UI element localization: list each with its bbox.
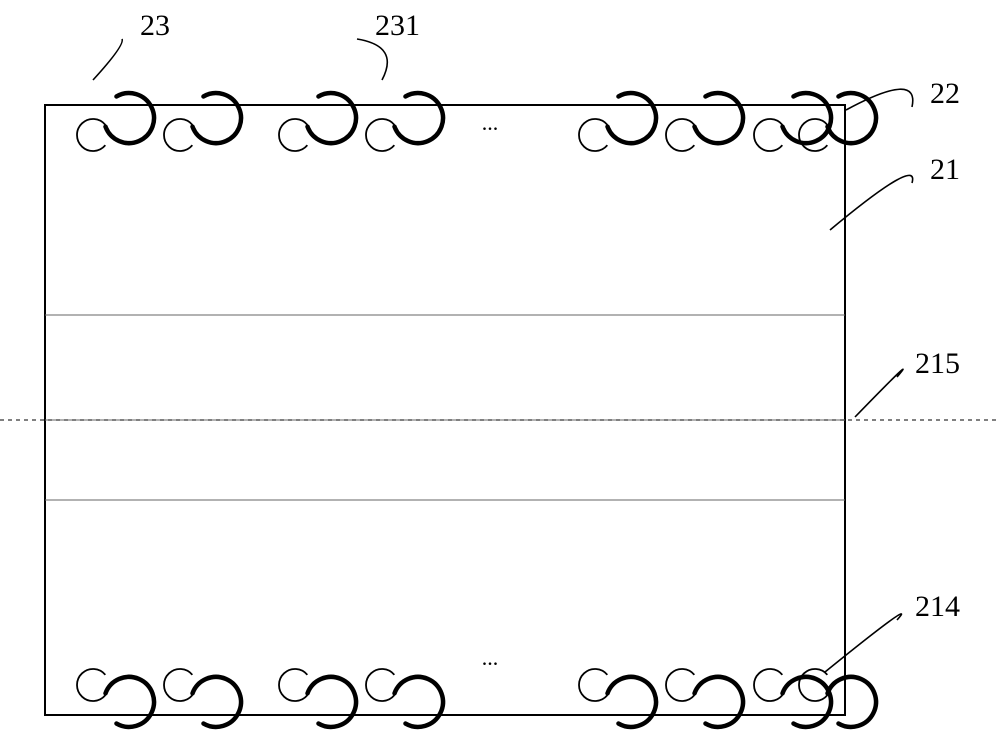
label-text-23: 23 (140, 9, 170, 42)
canvas-background (0, 0, 1000, 741)
label-text-22: 22 (930, 77, 960, 110)
label-text-231: 231 (375, 9, 420, 42)
label-text-215: 215 (915, 347, 960, 380)
ellipsis-top: ... (482, 110, 499, 135)
label-text-214: 214 (915, 590, 960, 623)
label-text-21: 21 (930, 153, 960, 186)
ellipsis-bottom: ... (482, 645, 499, 670)
